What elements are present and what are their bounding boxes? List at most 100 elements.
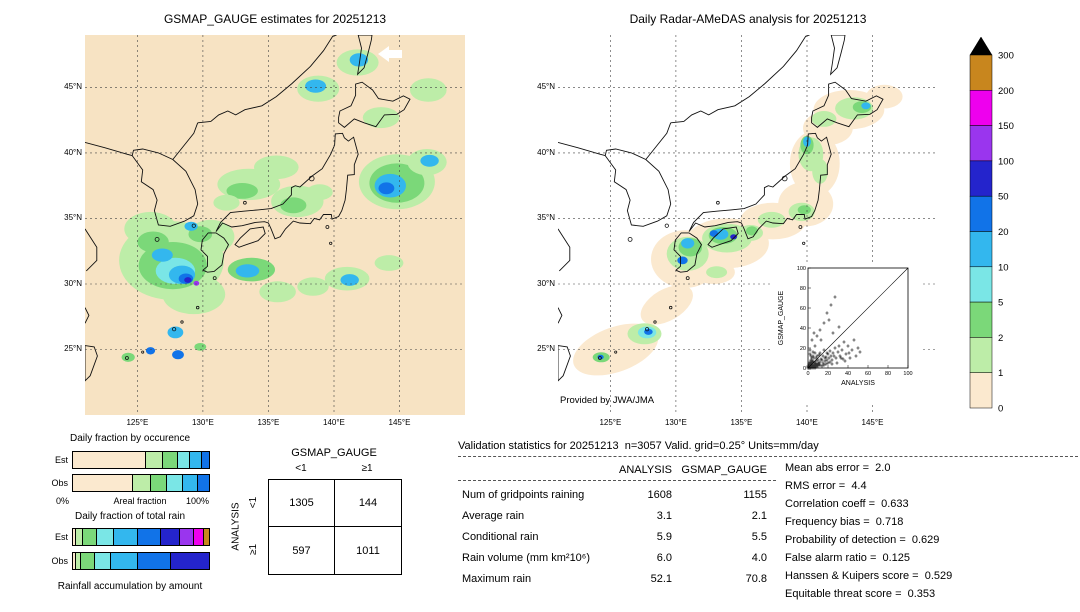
island [664, 223, 669, 228]
colorbar-segment-150-200 [969, 90, 993, 126]
colorbar-segment-50-100 [969, 160, 993, 197]
lat-tick-label: 40°N [64, 147, 82, 157]
precip-area-10-20 [340, 274, 359, 286]
island [781, 175, 788, 182]
island [243, 200, 247, 205]
island [212, 276, 217, 281]
bar-segment-0-1 [73, 475, 133, 491]
inset-xtick-label: 0 [806, 371, 809, 377]
bar-segment-0-1 [73, 452, 147, 468]
precip-area-20-50 [145, 347, 156, 355]
totalrain-est-bar [72, 528, 210, 546]
stats-row: Rain volume (mm km²10⁶) 6.0 4.0 [462, 547, 767, 568]
bar-segment-1-2 [75, 553, 82, 569]
metric-mean-abs-error: Mean abs error = 2.0 [785, 462, 891, 474]
precip-area-20-50 [597, 354, 604, 360]
contingency-table: 1305 144 597 1011 [268, 479, 402, 575]
left-map-panel: 45°N 40°N 35°N 30°N 25°N 125°E 130°E 135°E 140°E… [64, 34, 465, 427]
metric-equitable-threat-score: Equitable threat score = 0.353 [785, 588, 936, 600]
stat-analysis-value: 1608 [647, 488, 672, 501]
metric-hanssen-kuipers-score: Hanssen & Kuipers score = 0.529 [785, 570, 953, 582]
contingency-row-label-lt1: <1 [248, 496, 260, 509]
lat-tick-label: 25°N [64, 344, 82, 354]
stats-row: Maximum rain 52.1 70.8 [462, 568, 767, 589]
colorbar-label: 20 [998, 227, 1009, 238]
inset-xtick-label: 20 [825, 371, 831, 377]
coastline [645, 122, 672, 160]
coastline [557, 307, 563, 324]
precip-area-2-5 [137, 231, 169, 253]
lon-tick-label: 145°E [388, 418, 411, 427]
stat-analysis-value: 6.0 [656, 551, 672, 564]
precip-area-2-5 [194, 343, 207, 351]
contingency-col-label-lt1: <1 [295, 463, 307, 474]
occurrence-axis-label: Areal fraction [113, 496, 167, 506]
lon-tick-label: 130°E [664, 418, 687, 427]
colorbar-label: 50 [998, 192, 1009, 203]
inset-xlabel: ANALYSIS [841, 380, 875, 387]
contingency-row-label-ge1: ≥1 [248, 543, 260, 556]
island [125, 356, 129, 360]
stats-header: Validation statistics for 20251213 n=305… [458, 440, 819, 452]
coastline [670, 34, 810, 124]
precip-area-10-20 [349, 53, 369, 67]
inset-xtick-label: 60 [865, 371, 871, 377]
precip-area-0-1 [866, 84, 903, 109]
island [172, 327, 177, 332]
stat-gsmap-value: 1155 [743, 488, 767, 501]
lon-tick-label: 145°E [861, 418, 884, 427]
occurrence-axis-min: 0% [56, 496, 70, 506]
island [180, 320, 184, 324]
precip-area-100-150 [193, 280, 200, 286]
precip-area-1-2 [410, 78, 447, 102]
contingency-cell-b: 144 [335, 480, 401, 527]
stat-label: Maximum rain [462, 572, 532, 585]
inset-ytick-label: 40 [800, 326, 806, 332]
bar-segment-1-2 [132, 475, 151, 491]
bar-segment-5-10 [94, 553, 112, 569]
island [614, 350, 618, 354]
totalrain-obs-bar [72, 552, 210, 570]
precip-area-20-50 [677, 256, 688, 265]
precip-area-10-20 [681, 238, 695, 249]
stat-gsmap-value: 2.1 [751, 509, 767, 522]
precip-area-10-20 [305, 79, 327, 93]
inset-diagonal [807, 267, 909, 369]
coastline [829, 34, 846, 76]
metric-rms-error: RMS error = 4.4 [785, 480, 867, 492]
coastline [215, 132, 359, 240]
colorbar-segment-20-50 [969, 195, 993, 232]
precip-area-10-20 [167, 326, 184, 339]
stat-label: Rain volume (mm km²10⁶) [462, 551, 590, 564]
lat-tick-label: 25°N [537, 344, 555, 354]
colorbar-label: 0 [998, 404, 1003, 415]
lat-tick-label: 45°N [64, 82, 82, 92]
precip-area-20-50 [172, 350, 184, 360]
contingency-cell-d: 1011 [356, 544, 380, 557]
lon-tick-label: 125°E [126, 418, 149, 427]
coastline [84, 228, 98, 272]
contingency-col-group: GSMAP_GAUGE [291, 447, 377, 459]
totalrain-title: Daily fraction of total rain [74, 511, 186, 522]
island [653, 320, 657, 324]
coastline [84, 141, 133, 157]
coastline [557, 228, 571, 272]
lon-tick-label: 140°E [323, 418, 345, 427]
precip-area-10-20 [420, 154, 439, 167]
colorbar-label: 150 [998, 121, 1014, 132]
bar-segment-10-20 [113, 529, 139, 545]
bar-segment-20-50 [138, 553, 171, 569]
stat-label: Average rain [462, 509, 525, 522]
inset-ytick-label: 60 [800, 306, 806, 312]
precip-area-50-100 [730, 234, 737, 240]
colorbar-segment-10-20 [969, 231, 993, 268]
island [716, 200, 720, 205]
stats-metrics: Mean abs error = 2.0 RMS error = 4.4 Corre… [785, 459, 952, 603]
stat-label: Num of gridpoints raining [462, 488, 585, 501]
lon-tick-label: 135°E [730, 418, 753, 427]
precip-area-50-100 [184, 277, 192, 283]
inset-ytick-label: 100 [797, 266, 806, 272]
colorbar-segment-2-5 [969, 301, 993, 338]
precip-area-0-1 [640, 285, 693, 325]
contingency-cell-a: 1305 [269, 480, 335, 527]
